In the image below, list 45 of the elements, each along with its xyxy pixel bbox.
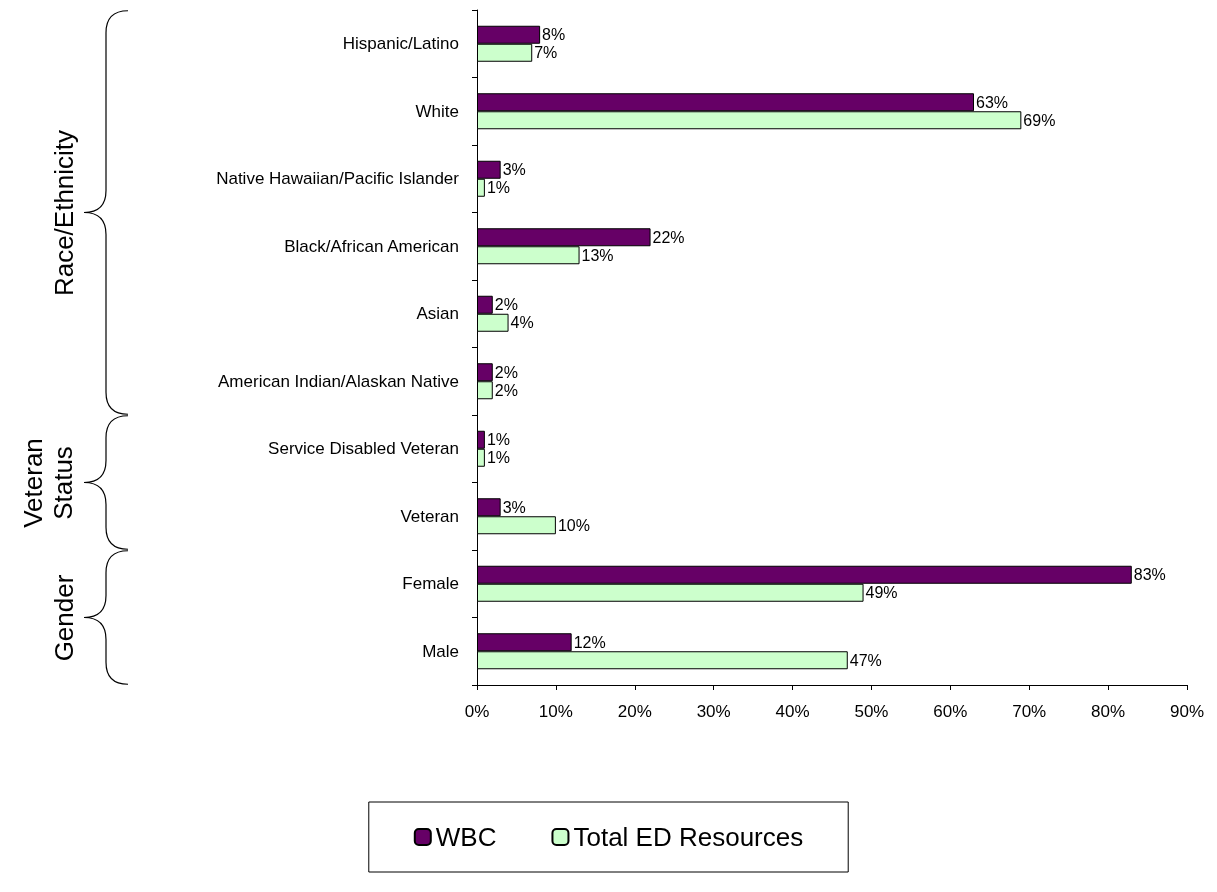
y-tick-label: Asian [416,304,459,324]
data-label: 49% [865,584,898,602]
data-label: 83% [1133,566,1166,584]
data-label: 2% [494,381,518,399]
x-tick-label: 10% [538,702,573,721]
data-label: 2% [494,296,518,314]
y-tick-label: American Indian/Alaskan Native [218,371,459,391]
legend-label: WBC [435,822,497,852]
data-label: 10% [557,516,590,534]
data-label: 4% [510,314,534,332]
data-label: 3% [502,161,526,179]
y-tick-label: Native Hawaiian/Pacific Islander [216,169,460,189]
data-label: 12% [573,633,606,651]
y-tick-label: Black/African American [284,236,459,256]
data-label: 22% [652,228,685,246]
text: Race/Ethnicity [49,129,79,296]
y-tick-label: Female [402,574,459,594]
legend-label: Total ED Resources [573,822,804,852]
x-tick-label: 70% [1012,702,1047,721]
text: Veteran Status [18,437,78,528]
data-label: 69% [1023,111,1056,129]
x-tick-label: 40% [775,702,810,721]
data-label: 47% [849,651,882,669]
data-label: 2% [494,363,518,381]
text: Gender [49,574,79,661]
x-tick-label: 90% [1169,702,1205,721]
y-tick-label: Veteran [400,506,459,526]
x-tick-label: 0% [464,702,490,721]
data-label: 1% [486,449,511,467]
data-label: 3% [502,498,526,516]
data-label: 7% [534,44,558,62]
y-tick-label: White [415,101,459,121]
data-label: 13% [581,246,614,264]
x-tick-label: 30% [696,702,731,721]
data-label: 1% [486,179,511,197]
data-label: 1% [486,431,511,449]
y-tick-label: Service Disabled Veteran [268,439,459,459]
y-tick-label: Male [422,641,459,661]
y-tick-label: Hispanic/Latino [342,34,459,54]
x-tick-label: 60% [933,702,968,721]
data-label: 8% [542,26,566,44]
x-tick-label: 20% [617,702,652,721]
x-tick-label: 50% [854,702,889,721]
data-label: 63% [976,93,1009,111]
x-tick-label: 80% [1091,702,1126,721]
